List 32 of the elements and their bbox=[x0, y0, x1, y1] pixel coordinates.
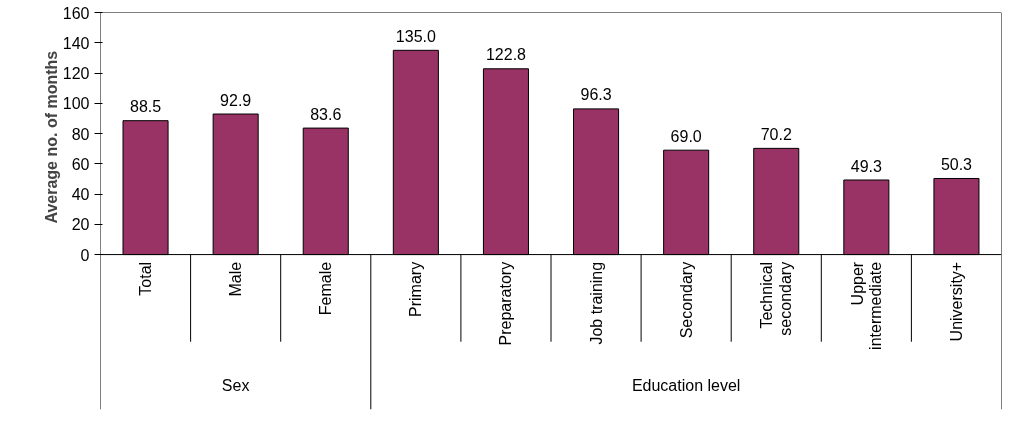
x-tick-label: Female bbox=[317, 261, 335, 316]
y-tick-label: 40 bbox=[71, 186, 90, 204]
y-tick-label: 140 bbox=[62, 34, 90, 52]
y-tick-label: 120 bbox=[62, 65, 90, 83]
data-label: 49.3 bbox=[850, 157, 883, 175]
y-tick-label: 0 bbox=[80, 246, 90, 264]
data-label: 92.9 bbox=[220, 91, 252, 109]
data-label: 83.6 bbox=[310, 105, 342, 123]
x-tick-label: Male bbox=[227, 261, 245, 297]
x-tick-label: Secondary bbox=[677, 261, 695, 339]
y-tick-label: 100 bbox=[62, 95, 90, 113]
y-tick-label: 60 bbox=[71, 155, 90, 173]
data-label: 88.5 bbox=[129, 98, 162, 116]
y-axis-title: Average no. of months bbox=[42, 50, 60, 224]
x-tick-label: Upper intermediate bbox=[848, 261, 885, 350]
x-tick-label: Technical secondary bbox=[758, 261, 795, 336]
y-tick-label: 160 bbox=[62, 4, 90, 22]
x-tick-label: Primary bbox=[407, 261, 425, 317]
data-label: 122.8 bbox=[485, 46, 527, 64]
data-label: 50.3 bbox=[940, 156, 973, 173]
y-tick-label: 20 bbox=[71, 216, 90, 234]
x-tick-label: Job training bbox=[587, 261, 605, 345]
x-tick-label: Preparatory bbox=[497, 261, 515, 346]
text: Sex bbox=[221, 376, 250, 394]
x-tick-label: Total bbox=[137, 261, 155, 296]
y-tick-label: 80 bbox=[71, 125, 90, 143]
data-label: 70.2 bbox=[760, 125, 792, 143]
data-label: 135.0 bbox=[395, 27, 436, 45]
data-label: 96.3 bbox=[580, 86, 612, 104]
data-label: 69.0 bbox=[670, 127, 702, 145]
text: Education level bbox=[631, 376, 741, 394]
x-tick-label: University+ bbox=[947, 261, 965, 342]
